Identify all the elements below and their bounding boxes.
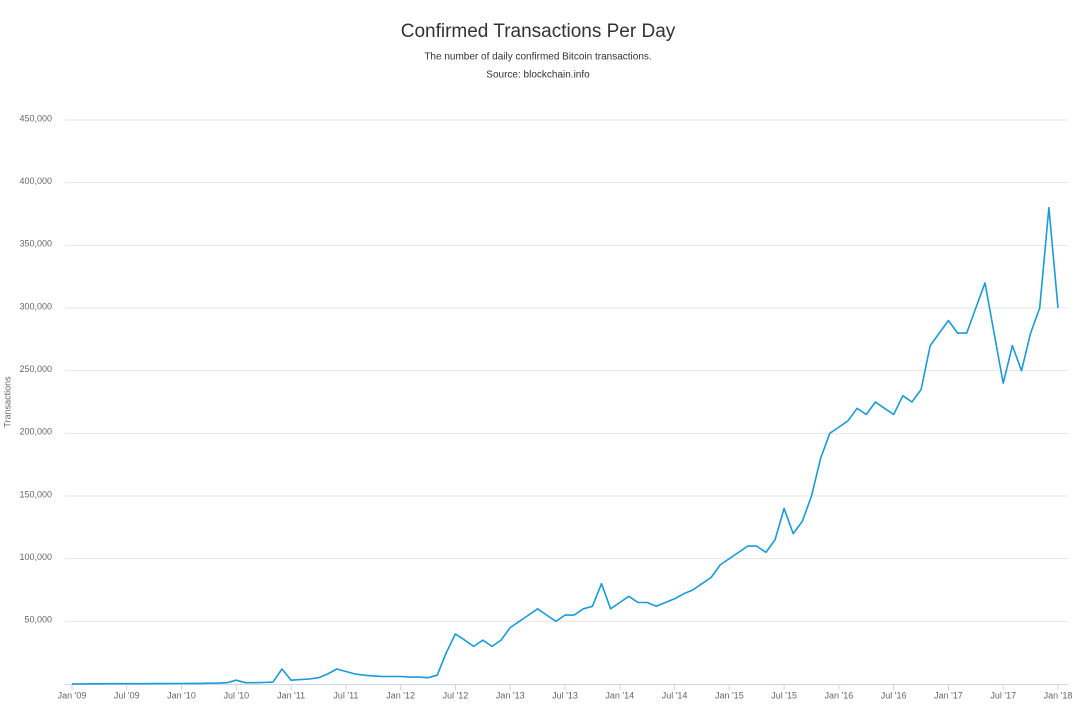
- x-tick-label: Jan '14: [605, 690, 634, 700]
- x-tick-label: Jul '14: [662, 690, 688, 700]
- data-line: [72, 206, 1059, 685]
- chart-subtitle: The number of daily confirmed Bitcoin tr…: [424, 52, 651, 63]
- x-tick-label: Jul '13: [552, 690, 578, 700]
- chart-source: Source: blockchain.info: [486, 70, 590, 81]
- x-tick-label: Jul '17: [990, 690, 1016, 700]
- x-tick-label: Jan '17: [934, 690, 963, 700]
- x-tick-label: Jul '15: [771, 690, 797, 700]
- chart-title: Confirmed Transactions Per Day: [401, 21, 676, 42]
- x-tick-label: Jan '16: [825, 690, 854, 700]
- x-tick-label: Jul '11: [333, 690, 358, 700]
- x-tick-label: Jul '09: [114, 690, 140, 700]
- x-tick-label: Jan '10: [167, 690, 196, 700]
- y-tick-label: 100,000: [19, 552, 52, 562]
- x-tick-label: Jan '15: [715, 690, 744, 700]
- x-tick-label: Jul '12: [443, 690, 469, 700]
- y-tick-label: 350,000: [19, 239, 52, 249]
- y-axis-label: Transactions: [2, 376, 12, 428]
- x-tick-label: Jan '12: [386, 690, 415, 700]
- y-tick-label: 50,000: [24, 615, 52, 625]
- y-tick-label: 450,000: [19, 113, 52, 123]
- y-tick-label: 300,000: [19, 301, 52, 311]
- x-tick-label: Jul '10: [223, 690, 249, 700]
- x-tick-label: Jan '09: [58, 690, 87, 700]
- y-tick-label: 150,000: [19, 489, 52, 499]
- y-tick-label: 400,000: [19, 176, 52, 186]
- y-tick-label: 250,000: [19, 364, 52, 374]
- x-tick-label: Jan '18: [1044, 690, 1073, 700]
- y-tick-label: 200,000: [19, 427, 52, 437]
- x-tick-label: Jan '13: [496, 690, 525, 700]
- x-tick-label: Jan '11: [277, 690, 305, 700]
- x-tick-label: Jul '16: [881, 690, 907, 700]
